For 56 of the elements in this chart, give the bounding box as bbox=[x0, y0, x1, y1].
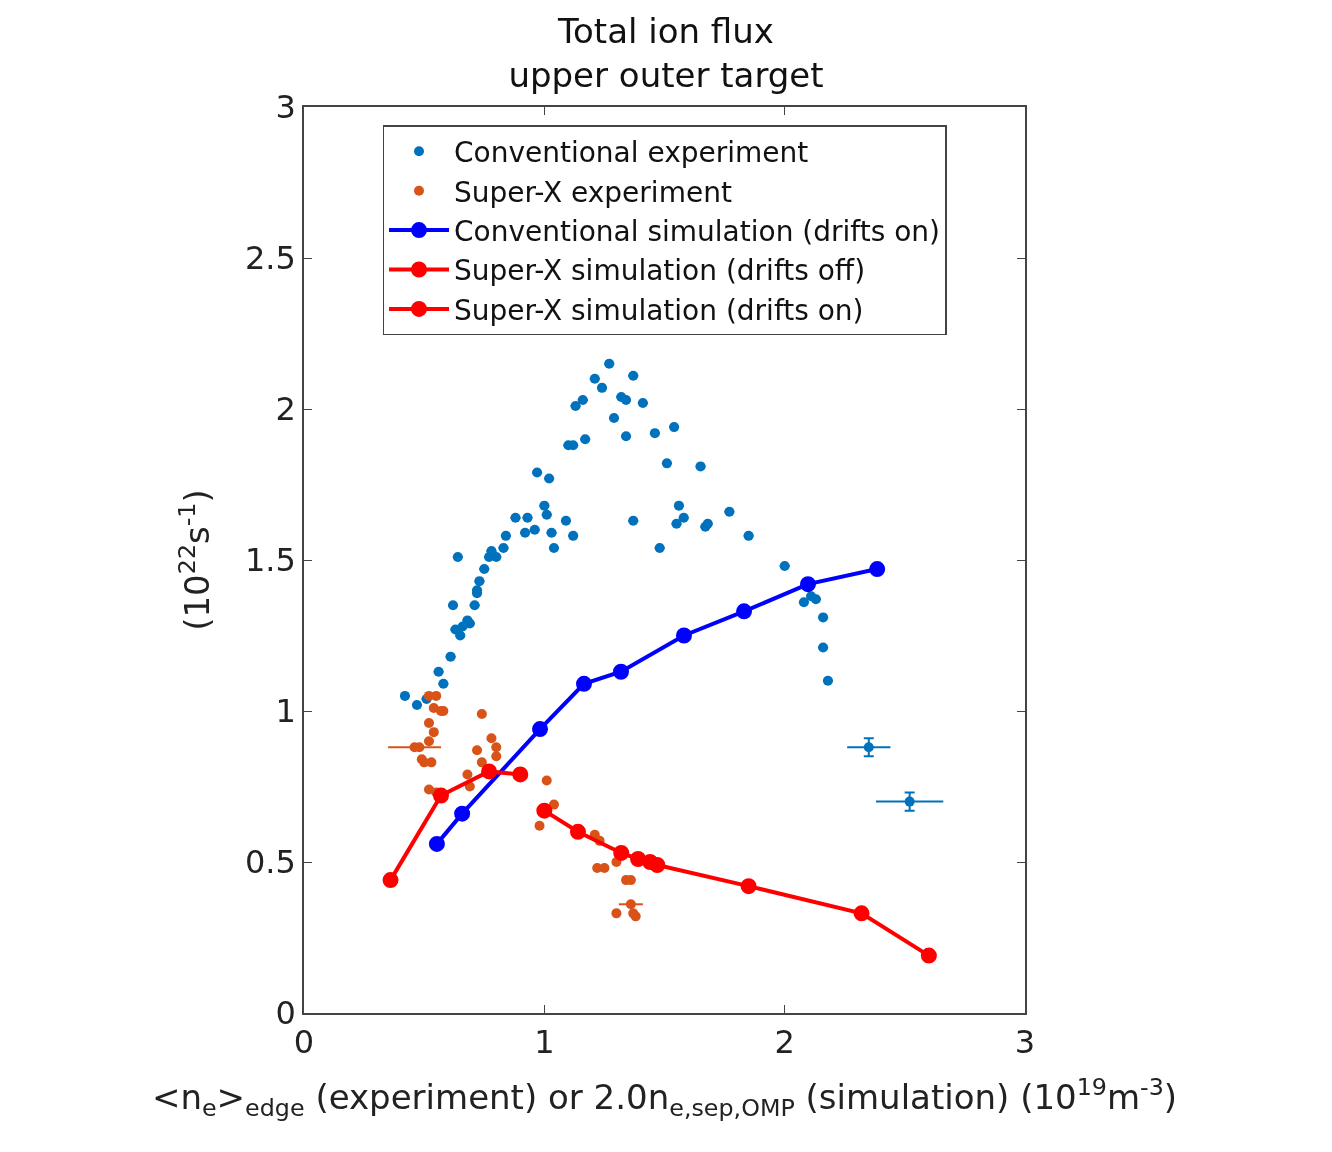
point bbox=[454, 805, 471, 822]
point bbox=[491, 751, 502, 762]
point bbox=[433, 787, 449, 804]
point bbox=[532, 721, 549, 738]
point bbox=[423, 718, 434, 729]
point bbox=[382, 872, 399, 889]
point bbox=[736, 603, 753, 620]
point bbox=[625, 899, 636, 910]
point bbox=[491, 742, 502, 753]
point bbox=[649, 857, 666, 874]
point bbox=[576, 675, 592, 692]
y-tick-label: 0.5 bbox=[244, 843, 296, 882]
point bbox=[423, 736, 434, 747]
point bbox=[486, 733, 497, 744]
x-tick-label: 2 bbox=[774, 1023, 795, 1062]
point bbox=[548, 799, 559, 810]
point bbox=[541, 775, 552, 786]
point bbox=[476, 709, 487, 720]
point bbox=[920, 947, 937, 964]
legend-label: Super-X simulation (drifts off) bbox=[454, 254, 866, 288]
x-tick-label: 1 bbox=[534, 1023, 555, 1062]
point bbox=[613, 663, 629, 680]
point bbox=[431, 690, 442, 701]
point bbox=[536, 802, 553, 819]
legend-label: Super-X experiment bbox=[454, 175, 732, 209]
point bbox=[428, 727, 439, 738]
y-tick-label: 2.5 bbox=[244, 239, 296, 278]
legend-label: Conventional simulation (drifts on) bbox=[454, 215, 940, 249]
point bbox=[512, 766, 529, 783]
point bbox=[869, 561, 886, 578]
point bbox=[534, 820, 545, 831]
y-tick-label: 3 bbox=[275, 88, 296, 127]
text: <n$_{e}$>$_{edge}$ (experiment) or 2.0n$_{e,sep,OMP}$ (simulation) (10$^{19}$m$^{-3}$) bbox=[151, 1072, 1178, 1123]
point bbox=[464, 781, 475, 792]
point bbox=[853, 905, 870, 922]
point bbox=[599, 863, 610, 874]
point bbox=[630, 850, 647, 867]
legend-label: Conventional experiment bbox=[454, 136, 809, 170]
y-tick-label: 1 bbox=[275, 692, 296, 731]
y-tick-label: 1.5 bbox=[244, 541, 296, 580]
point bbox=[428, 835, 445, 852]
point bbox=[476, 757, 487, 768]
legend-label: Super-X simulation (drifts on) bbox=[454, 293, 864, 327]
y-tick-label: 2 bbox=[275, 390, 296, 429]
point bbox=[462, 769, 473, 780]
point bbox=[481, 763, 498, 780]
y-tick-label: 0 bbox=[275, 994, 296, 1033]
point bbox=[799, 576, 816, 593]
point bbox=[675, 627, 692, 644]
point bbox=[613, 844, 630, 861]
point bbox=[472, 745, 483, 756]
point bbox=[611, 908, 622, 919]
chart-title: Total ion flux upper outer target bbox=[508, 10, 824, 95]
point bbox=[569, 823, 586, 840]
x-tick-label: 3 bbox=[1014, 1023, 1036, 1062]
point bbox=[740, 878, 757, 895]
